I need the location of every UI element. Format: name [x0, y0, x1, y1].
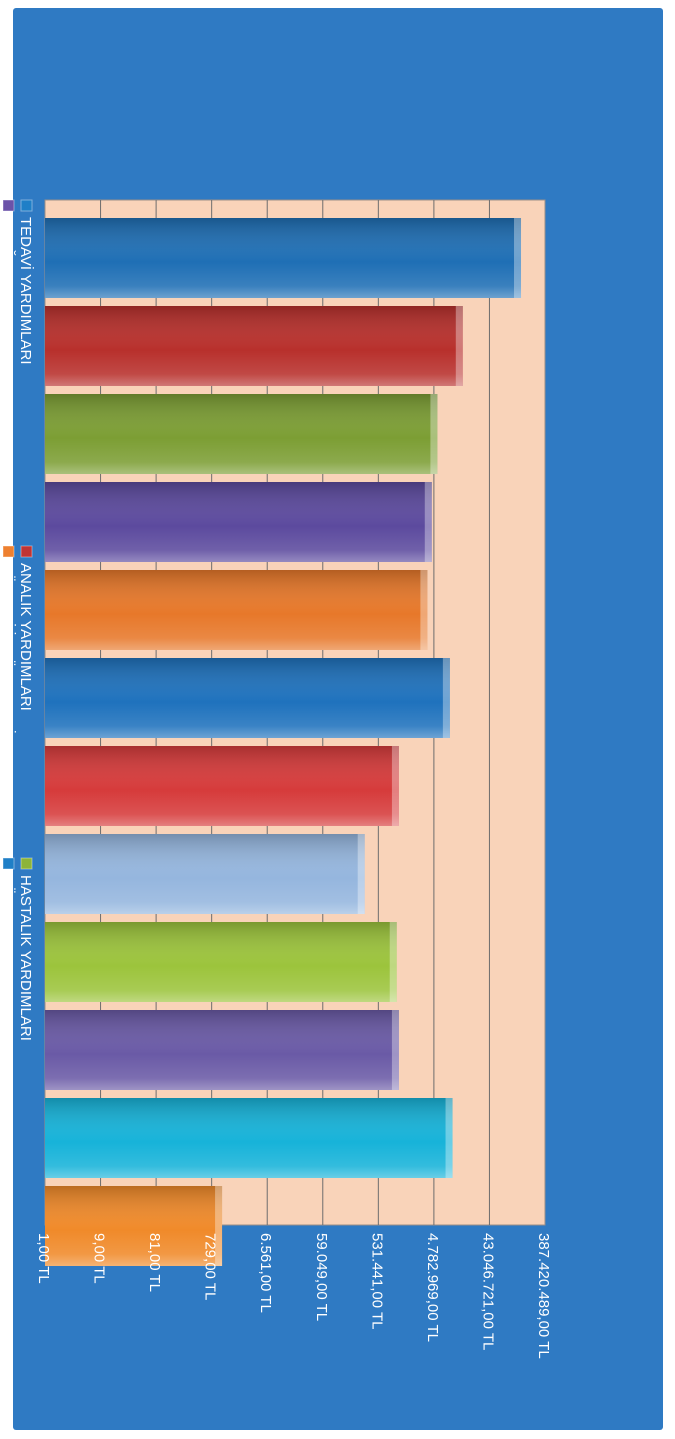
legend-item: OLAĞANDIŞI HAL YARDIMLARI — [0, 199, 16, 436]
y-tick-label: 729,00 TL — [202, 1233, 219, 1300]
legend-label: OLAĞANDIŞI HAL YARDIMLARI — [0, 217, 16, 436]
legend-swatch — [20, 199, 33, 212]
legend-item: ANALIK YARDIMLARI — [17, 545, 34, 711]
y-tick-label: 6.561,00 TL — [257, 1233, 274, 1313]
legend-swatch — [2, 199, 15, 212]
legend-label: ANALIK YARDIMLARI — [17, 563, 34, 711]
bar — [45, 922, 397, 1002]
legend-item: SÜREKLİ İŞGÖREMEZLİK YARDIMLARI — [0, 545, 17, 838]
legend-item: HASTALIK YARDIMLARI — [17, 857, 34, 1041]
bar — [45, 834, 365, 914]
legend-label: SÜREKLİ İŞGÖREMEZLİK YARDIMLARI — [0, 563, 17, 838]
bar — [45, 658, 450, 738]
bar — [45, 218, 522, 298]
y-tick-label: 43.046.721,00 TL — [479, 1233, 496, 1350]
bar — [45, 570, 428, 650]
y-tick-label: 4.782.969,00 TL — [424, 1233, 441, 1342]
y-tick-label: 531.441,00 TL — [368, 1233, 385, 1329]
y-tick-label: 1,00 TL — [35, 1233, 52, 1284]
legend-label: HASTALIK YARDIMLARI — [17, 875, 34, 1041]
legend-item: TEDAVİ YARDIMLARI — [17, 199, 35, 365]
bar — [45, 394, 438, 474]
y-tick-label: 387.420.489,00 TL — [535, 1233, 552, 1359]
legend-swatch — [2, 545, 15, 558]
legend-swatch — [20, 545, 33, 558]
bar — [45, 1186, 223, 1266]
y-tick-label: 9,00 TL — [91, 1233, 108, 1284]
y-tick-label: 81,00 TL — [146, 1233, 163, 1292]
legend-label: TEDAVİ YARDIMLARI — [17, 217, 35, 365]
y-axis-ticks: 387.420.489,00 TL 43.046.721,00 TL 4.782.9… — [35, 1233, 552, 1359]
legend-label: BÜRO HASARI YARDIMLARI — [0, 875, 17, 1073]
legend-swatch — [20, 857, 33, 870]
y-tick-label: 59.049,00 TL — [313, 1233, 330, 1321]
bar — [45, 746, 399, 826]
legend-swatch — [2, 857, 15, 870]
bar — [45, 482, 432, 562]
legend-item: BÜRO HASARI YARDIMLARI — [0, 857, 17, 1073]
bar — [45, 306, 463, 386]
bars — [45, 218, 522, 1266]
bar — [45, 1010, 399, 1090]
bar — [45, 1098, 453, 1178]
